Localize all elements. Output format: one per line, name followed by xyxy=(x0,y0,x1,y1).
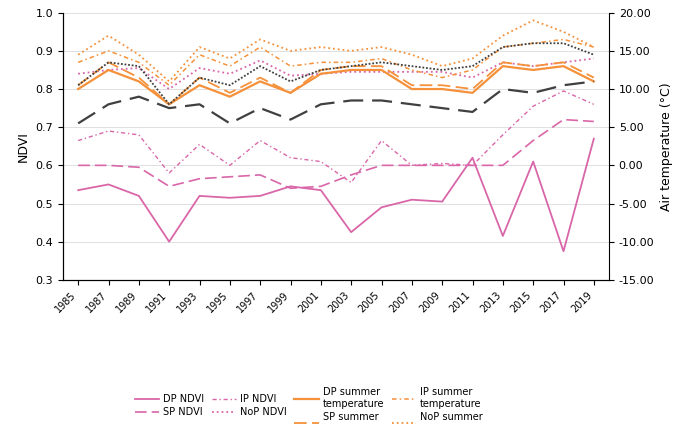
Y-axis label: Air temperature (°C): Air temperature (°C) xyxy=(660,82,673,211)
Y-axis label: NDVI: NDVI xyxy=(17,131,30,162)
